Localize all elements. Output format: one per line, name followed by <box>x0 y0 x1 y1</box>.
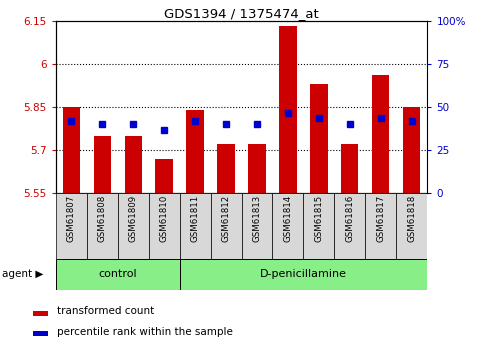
Bar <box>33 311 48 316</box>
Bar <box>217 144 235 193</box>
Text: GSM61814: GSM61814 <box>284 195 293 243</box>
Text: GSM61818: GSM61818 <box>408 195 416 243</box>
Bar <box>372 75 389 193</box>
FancyBboxPatch shape <box>211 193 242 259</box>
Bar <box>125 136 142 193</box>
FancyBboxPatch shape <box>56 193 86 259</box>
Bar <box>280 27 297 193</box>
Bar <box>248 144 266 193</box>
FancyBboxPatch shape <box>272 193 303 259</box>
Text: GSM61810: GSM61810 <box>159 195 169 243</box>
Bar <box>403 107 421 193</box>
Bar <box>156 159 172 193</box>
Text: GSM61809: GSM61809 <box>128 195 138 242</box>
Bar <box>311 84 327 193</box>
Text: GSM61808: GSM61808 <box>98 195 107 243</box>
Text: GSM61811: GSM61811 <box>190 195 199 243</box>
FancyBboxPatch shape <box>180 193 211 259</box>
FancyBboxPatch shape <box>242 193 272 259</box>
FancyBboxPatch shape <box>397 193 427 259</box>
FancyBboxPatch shape <box>86 193 117 259</box>
FancyBboxPatch shape <box>303 193 334 259</box>
Bar <box>94 136 111 193</box>
Bar <box>62 107 80 193</box>
Bar <box>341 144 358 193</box>
Title: GDS1394 / 1375474_at: GDS1394 / 1375474_at <box>164 7 319 20</box>
Text: GSM61813: GSM61813 <box>253 195 261 243</box>
Text: transformed count: transformed count <box>57 306 154 316</box>
FancyBboxPatch shape <box>180 259 427 290</box>
FancyBboxPatch shape <box>56 259 180 290</box>
Text: GSM61817: GSM61817 <box>376 195 385 243</box>
Text: agent ▶: agent ▶ <box>2 269 44 279</box>
Bar <box>33 331 48 336</box>
Text: GSM61816: GSM61816 <box>345 195 355 243</box>
Bar <box>186 110 203 193</box>
FancyBboxPatch shape <box>366 193 397 259</box>
FancyBboxPatch shape <box>149 193 180 259</box>
Text: D-penicillamine: D-penicillamine <box>260 269 347 279</box>
Text: GSM61812: GSM61812 <box>222 195 230 243</box>
Text: percentile rank within the sample: percentile rank within the sample <box>57 327 233 337</box>
Text: GSM61807: GSM61807 <box>67 195 75 243</box>
Text: GSM61815: GSM61815 <box>314 195 324 243</box>
Text: control: control <box>98 269 137 279</box>
FancyBboxPatch shape <box>117 193 149 259</box>
FancyBboxPatch shape <box>334 193 366 259</box>
